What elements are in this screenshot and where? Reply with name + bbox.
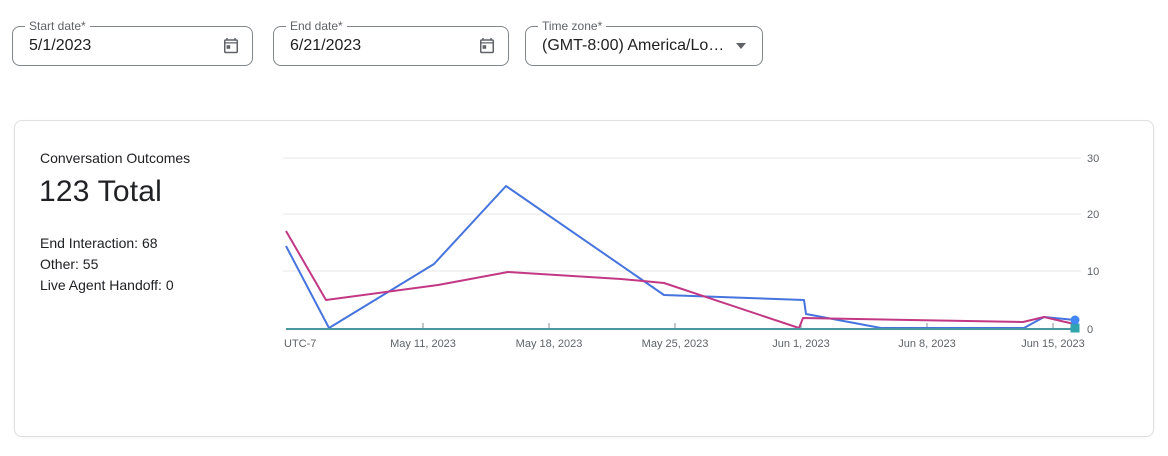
- time-zone-label: Time zone*: [538, 19, 607, 33]
- end-date-field[interactable]: End date* 6/21/2023: [273, 19, 509, 66]
- start-date-value[interactable]: 5/1/2023: [29, 37, 92, 54]
- y-axis-label: 10: [1087, 266, 1099, 278]
- outcomes-chart-svg[interactable]: 30 20 10 0 UTC-7 May 11, 2023 May 18, 2023 May …: [281, 146, 1111, 361]
- stat-other: Other: 55: [40, 256, 99, 272]
- timezone-axis-label: UTC-7: [284, 338, 316, 350]
- time-zone-select[interactable]: Time zone* (GMT-8:00) America/Lo…: [525, 19, 763, 66]
- calendar-icon[interactable]: [222, 37, 240, 55]
- x-axis-label: Jun 1, 2023: [772, 338, 830, 350]
- other-line: [285, 230, 1075, 329]
- end-date-value[interactable]: 6/21/2023: [290, 37, 362, 54]
- live-agent-handoff-end-marker: [1070, 323, 1080, 333]
- x-axis-label: Jun 8, 2023: [898, 338, 956, 350]
- y-axis-label: 20: [1087, 209, 1099, 221]
- x-axis-label: May 25, 2023: [642, 338, 709, 350]
- stat-end-interaction: End Interaction: 68: [40, 235, 158, 251]
- x-axis-label: May 18, 2023: [516, 338, 583, 350]
- card-title: Conversation Outcomes: [40, 150, 191, 166]
- start-date-field[interactable]: Start date* 5/1/2023: [12, 19, 253, 66]
- outcome-stats: End Interaction: 68 Other: 55 Live Agent…: [40, 233, 174, 296]
- arrow-drop-down-icon[interactable]: [732, 37, 750, 55]
- y-axis-label: 30: [1087, 153, 1099, 165]
- end-interaction-line: [285, 185, 1076, 329]
- calendar-icon[interactable]: [478, 37, 496, 55]
- end-interaction-end-marker: [1070, 315, 1080, 325]
- x-axis-label: Jun 15, 2023: [1021, 338, 1085, 350]
- conversation-outcomes-card: Conversation Outcomes 123 Total End Inte…: [14, 120, 1154, 437]
- end-date-label: End date*: [286, 19, 347, 33]
- time-zone-value[interactable]: (GMT-8:00) America/Lo…: [542, 37, 722, 54]
- x-axis-label: May 11, 2023: [390, 338, 456, 350]
- stat-live-agent-handoff: Live Agent Handoff: 0: [40, 277, 174, 293]
- total-count: 123 Total: [39, 175, 163, 208]
- start-date-label: Start date*: [25, 19, 90, 33]
- outcomes-line-chart[interactable]: 30 20 10 0 UTC-7 May 11, 2023 May 18, 2023 May …: [281, 146, 1111, 361]
- y-axis-label: 0: [1087, 324, 1093, 336]
